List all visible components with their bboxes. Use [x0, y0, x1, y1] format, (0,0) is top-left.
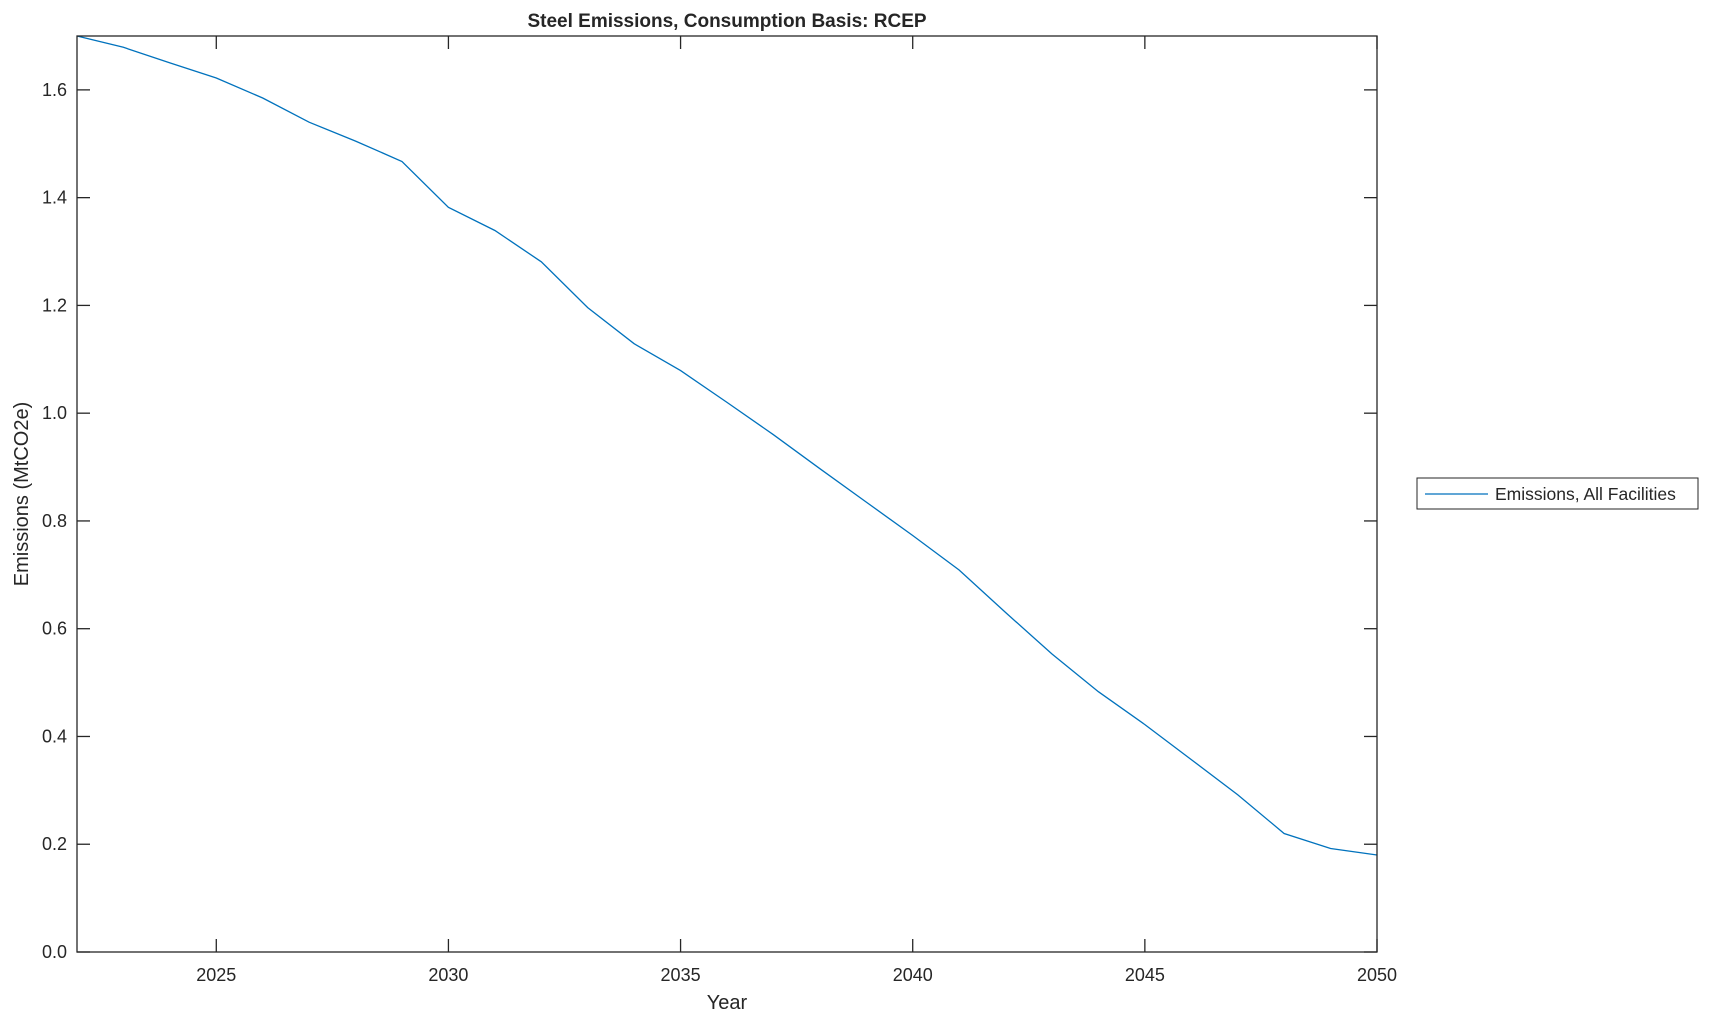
y-axis-label: Emissions (MtCO2e)	[11, 402, 33, 586]
legend-label: Emissions, All Facilities	[1495, 484, 1676, 504]
chart-title: Steel Emissions, Consumption Basis: RCEP	[527, 11, 926, 32]
series-line-emissions-all-facilities	[76, 35, 1378, 856]
x-tick-label: 2045	[1125, 965, 1165, 985]
y-tick-label: 1.6	[42, 80, 67, 100]
y-tick-label: 0.6	[42, 619, 67, 639]
y-tick-label: 1.2	[42, 295, 67, 315]
x-tick-label: 2050	[1357, 965, 1397, 985]
y-tick-label: 0.0	[42, 942, 67, 962]
x-axis-label: Year	[707, 992, 748, 1014]
plot-area-frame	[76, 35, 1378, 953]
y-tick-label: 0.2	[42, 834, 67, 854]
y-tick-label: 0.8	[42, 511, 67, 531]
y-tick-label: 1.4	[42, 188, 67, 208]
x-tick-label: 2030	[428, 965, 468, 985]
y-tick-label: 1.0	[42, 403, 67, 423]
y-tick-label: 0.4	[42, 726, 67, 746]
x-tick-label: 2040	[893, 965, 933, 985]
x-tick-label: 2035	[661, 965, 701, 985]
legend[interactable]: Emissions, All Facilities	[1416, 477, 1699, 510]
x-tick-label: 2025	[196, 965, 236, 985]
